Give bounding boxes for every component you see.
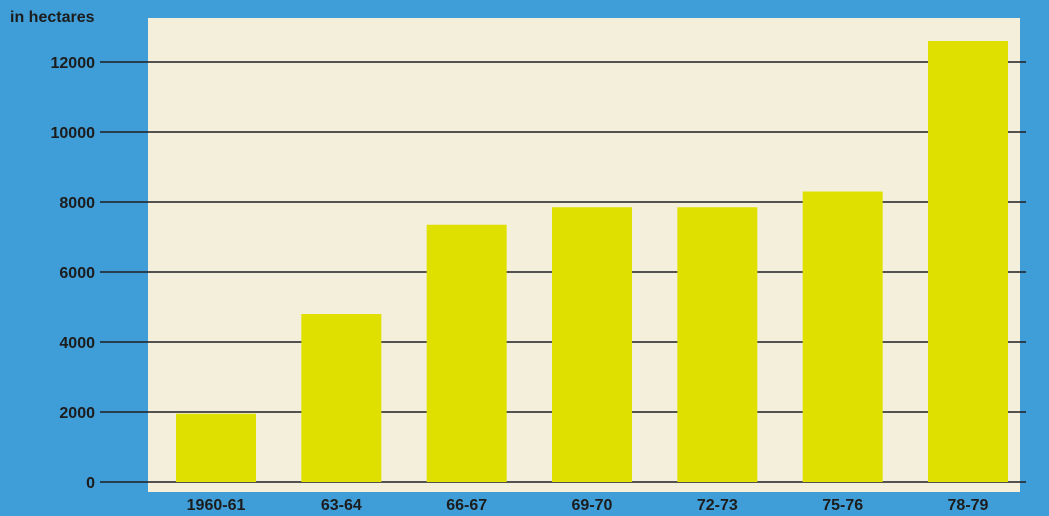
x-tick-label: 78-79: [948, 497, 989, 514]
x-tick-label: 66-67: [446, 497, 487, 514]
bars: [176, 41, 1008, 482]
y-tick-label: 4000: [59, 335, 95, 352]
y-axis-ticks: 0 2000 4000 6000 8000 10000 12000: [51, 55, 96, 492]
bar-1960-61: [176, 413, 256, 482]
bar-63-64: [301, 314, 382, 482]
y-tick-label: 8000: [59, 195, 95, 212]
bar-75-76: [802, 191, 883, 482]
bar-66-67: [426, 224, 507, 482]
x-tick-label: 69-70: [572, 497, 613, 514]
bar-78-79: [928, 41, 1008, 482]
y-tick-label: 6000: [59, 265, 95, 282]
x-tick-label: 1960-61: [187, 497, 246, 514]
bar-72-73: [677, 207, 758, 482]
y-axis-unit-label: in hectares: [10, 9, 95, 26]
x-tick-label: 63-64: [321, 497, 362, 514]
y-tick-label: 2000: [59, 405, 95, 422]
x-tick-label: 72-73: [697, 497, 738, 514]
y-tick-label: 0: [86, 475, 95, 492]
y-tick-label: 10000: [51, 125, 96, 142]
x-axis-ticks: 1960-61 63-64 66-67 69-70 72-73 75-76 78-79: [187, 497, 989, 514]
y-tick-label: 12000: [51, 55, 96, 72]
x-tick-label: 75-76: [822, 497, 863, 514]
bar-69-70: [552, 207, 632, 482]
